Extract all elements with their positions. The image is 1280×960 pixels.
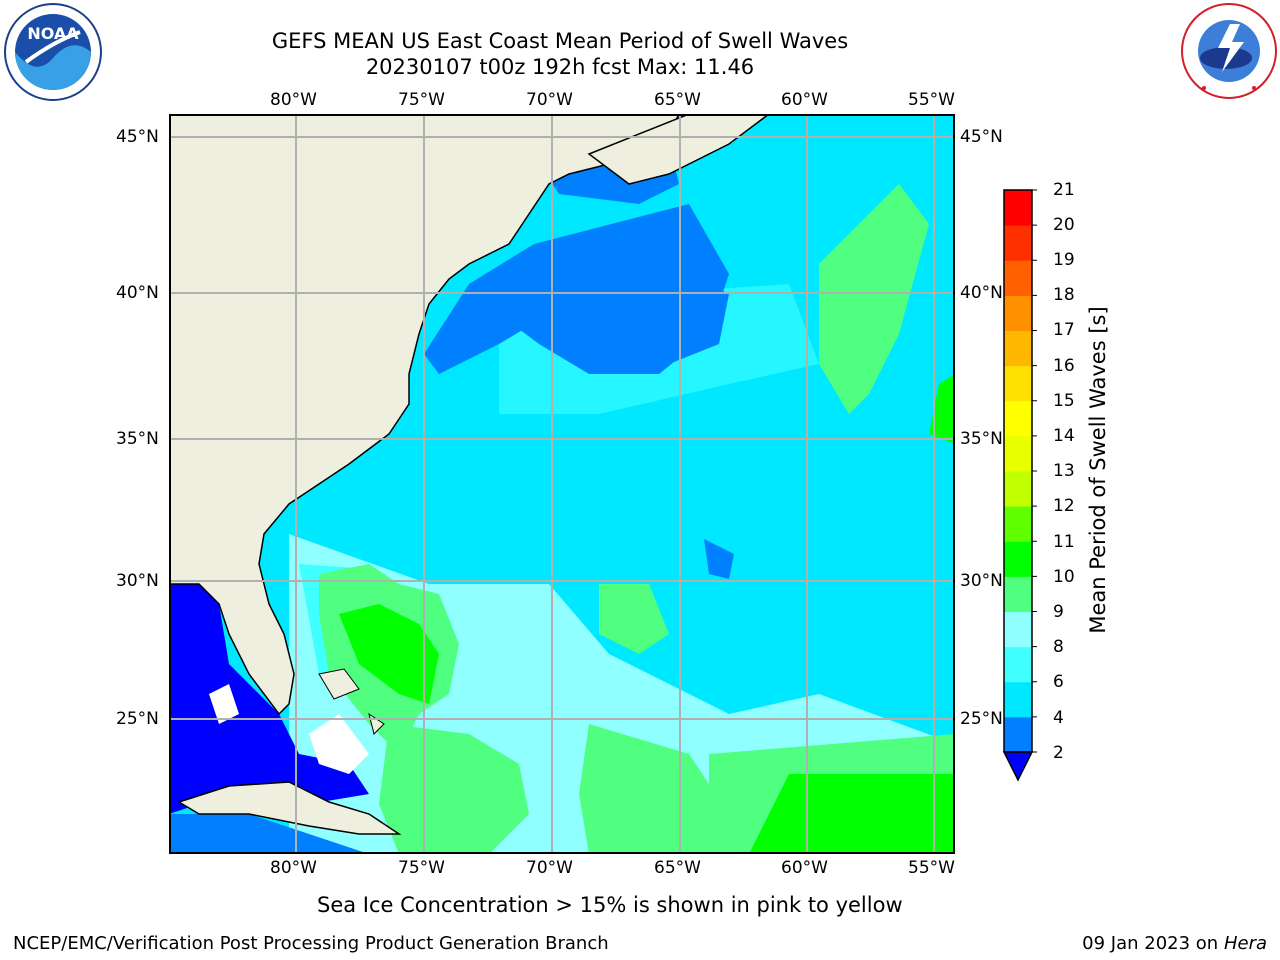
missing-data xyxy=(309,714,369,774)
lon-label-top: 60°W xyxy=(781,90,828,110)
field-10-11s xyxy=(929,374,955,444)
land-cuba xyxy=(177,781,402,835)
colorbar-segment xyxy=(1004,541,1032,577)
colorbar-segment xyxy=(1004,471,1032,507)
footer-credit: NCEP/EMC/Verification Post Processing Pr… xyxy=(13,933,609,954)
colorbar-segment xyxy=(1004,435,1032,472)
lon-label-top: 70°W xyxy=(526,90,573,110)
nws-logo xyxy=(1181,3,1277,99)
lat-label-right: 45°N xyxy=(960,127,1003,147)
footer-date-text: 09 Jan 2023 on xyxy=(1082,933,1224,954)
lat-label-right: 30°N xyxy=(960,571,1003,591)
colorbar-segment xyxy=(1004,330,1032,367)
colorbar-tick: 12 xyxy=(1053,496,1075,516)
colorbar-segment xyxy=(1004,611,1032,648)
colorbar-segment xyxy=(1004,506,1032,542)
lon-label-top: 55°W xyxy=(908,90,955,110)
lon-label-bottom: 80°W xyxy=(270,858,317,878)
footer-host: Hera xyxy=(1223,933,1267,954)
lon-label-top: 75°W xyxy=(398,90,445,110)
colorbar-under-arrow xyxy=(1002,751,1034,782)
colorbar-segment xyxy=(1004,646,1032,683)
field-10-11s xyxy=(339,604,439,704)
lat-label-left: 25°N xyxy=(116,709,159,729)
land-bahamas xyxy=(318,668,360,700)
lon-label-bottom: 55°W xyxy=(908,858,955,878)
colorbar-tick: 19 xyxy=(1053,250,1075,270)
lon-label-top: 80°W xyxy=(270,90,317,110)
missing-data xyxy=(209,684,239,724)
map-frame xyxy=(169,114,955,854)
colorbar-tick: 13 xyxy=(1053,461,1075,481)
chart-subtitle: 20230107 t00z 192h fcst Max: 11.46 xyxy=(365,55,755,79)
field-below-2s xyxy=(169,579,369,814)
colorbar-tick: 16 xyxy=(1053,356,1075,376)
colorbar-segment xyxy=(1004,365,1032,402)
lat-label-right: 35°N xyxy=(960,429,1003,449)
colorbar-segment xyxy=(1004,190,1032,226)
colorbar-tick: 8 xyxy=(1053,637,1064,657)
lat-label-left: 35°N xyxy=(116,429,159,449)
lon-label-top: 65°W xyxy=(654,90,701,110)
colorbar xyxy=(1002,189,1037,782)
lat-label-left: 45°N xyxy=(116,127,159,147)
colorbar-tick: 9 xyxy=(1053,602,1064,622)
lat-label-right: 25°N xyxy=(960,709,1003,729)
colorbar-tick: 20 xyxy=(1053,215,1075,235)
colorbar-tick: 21 xyxy=(1053,180,1075,200)
colorbar-tick: 14 xyxy=(1053,426,1075,446)
colorbar-label: Mean Period of Swell Waves [s] xyxy=(1086,306,1110,634)
chart-title: GEFS MEAN US East Coast Mean Period of S… xyxy=(271,29,849,53)
colorbar-tick: 2 xyxy=(1053,743,1064,763)
colorbar-segment xyxy=(1004,260,1032,296)
colorbar-segment xyxy=(1004,681,1032,718)
colorbar-tick: 10 xyxy=(1053,567,1075,587)
colorbar-segment xyxy=(1004,716,1032,753)
noaa-logo-text: NOAA xyxy=(27,24,79,43)
field-9-10s xyxy=(579,724,729,854)
lat-label-left: 30°N xyxy=(116,571,159,591)
colorbar-segment xyxy=(1004,576,1032,612)
field-2-4s xyxy=(424,264,549,374)
lon-label-bottom: 75°W xyxy=(398,858,445,878)
field-2-4s xyxy=(659,274,729,364)
field-9-10s xyxy=(819,184,929,414)
field-9-10s xyxy=(599,584,669,654)
swell-period-map xyxy=(169,114,955,854)
field-2-4s xyxy=(169,814,369,854)
field-2-4s xyxy=(704,539,734,579)
noaa-logo: NOAA xyxy=(4,3,102,101)
colorbar-segment xyxy=(1004,225,1032,261)
colorbar-tick: 6 xyxy=(1053,672,1064,692)
colorbar-segment xyxy=(1004,295,1032,331)
colorbar-tick: 15 xyxy=(1053,391,1075,411)
colorbar-tick: 4 xyxy=(1053,708,1064,728)
graticule xyxy=(169,114,955,854)
field-10-11s xyxy=(749,774,955,854)
lon-label-bottom: 70°W xyxy=(526,858,573,878)
lat-label-left: 40°N xyxy=(116,283,159,303)
lat-label-right: 40°N xyxy=(960,283,1003,303)
footer-date: 09 Jan 2023 on Hera xyxy=(1082,933,1267,955)
colorbar-tick: 18 xyxy=(1053,285,1075,305)
sea-ice-note: Sea Ice Concentration > 15% is shown in … xyxy=(317,893,903,917)
colorbar-segment xyxy=(1004,400,1032,437)
field-9-10s xyxy=(379,724,529,854)
colorbar-tick: 11 xyxy=(1053,532,1075,552)
colorbar-tick: 17 xyxy=(1053,320,1075,340)
lon-label-bottom: 60°W xyxy=(781,858,828,878)
lon-label-bottom: 65°W xyxy=(654,858,701,878)
